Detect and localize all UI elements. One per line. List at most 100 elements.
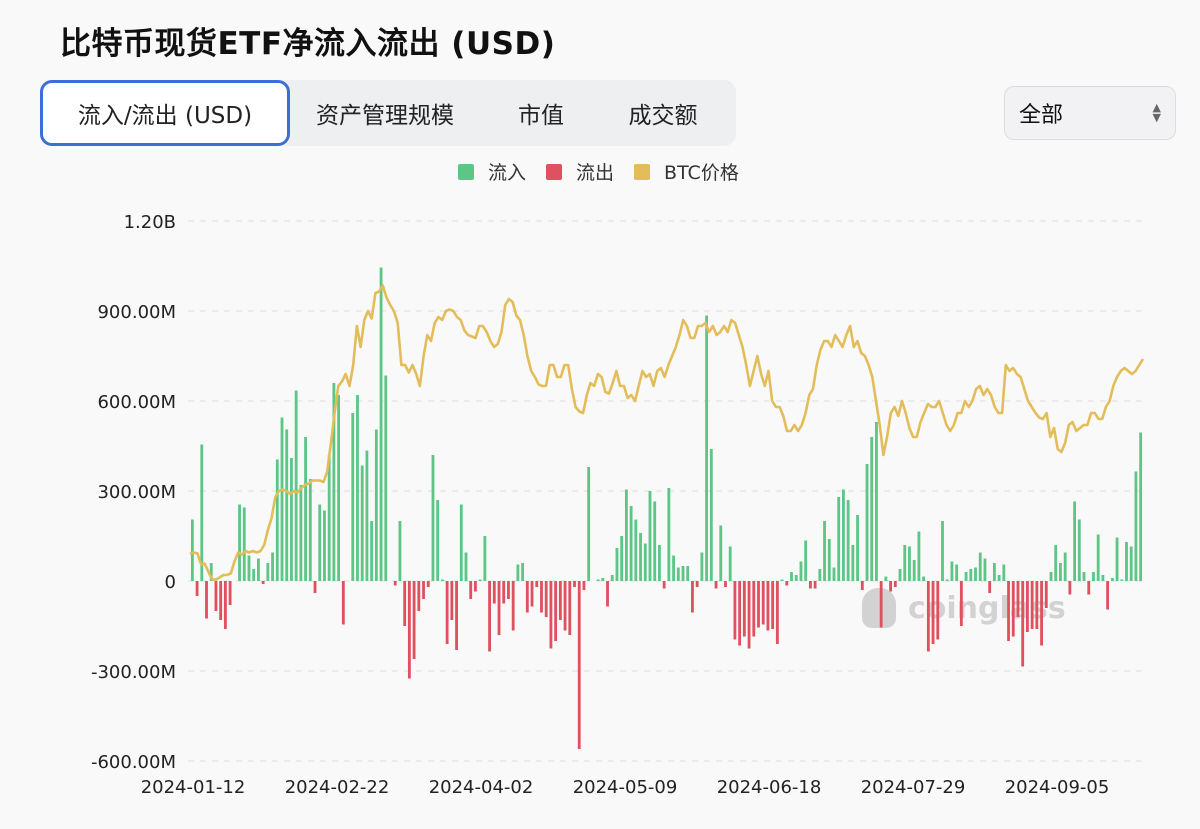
inflow-bar	[969, 569, 973, 581]
inflow-bar	[596, 579, 600, 581]
inflow-bar	[464, 552, 468, 581]
inflow-bar	[912, 560, 916, 581]
inflow-bar	[794, 575, 798, 581]
inflow-bar	[299, 485, 303, 581]
inflow-bar	[676, 567, 680, 581]
inflow-bar	[252, 569, 256, 581]
outflow-bar	[691, 581, 694, 613]
page-title: 比特币现货ETF净流入流出 (USD)	[60, 26, 556, 62]
inflow-bar	[941, 521, 944, 581]
outflow-bar	[228, 581, 232, 605]
tab-volume[interactable]: 成交额	[628, 103, 698, 129]
outflow-bar	[988, 581, 992, 593]
outflow-bar	[223, 581, 227, 629]
outflow-bar	[1068, 581, 1072, 595]
inflow-bar	[709, 449, 713, 581]
inflow-bar	[846, 500, 850, 581]
inflow-bar	[360, 465, 364, 581]
inflow-bar	[374, 429, 378, 581]
inflow-bar	[1115, 537, 1119, 581]
outflow-bar	[1025, 581, 1029, 632]
legend-swatch-outflow	[546, 163, 563, 180]
inflow-bar	[365, 450, 369, 581]
inflow-bar	[945, 579, 949, 581]
outflow-bar	[488, 581, 491, 652]
y-tick-label: -600.00M	[91, 752, 176, 773]
inflow-bar	[898, 569, 902, 581]
inflow-bar	[1101, 575, 1105, 581]
outflow-bar	[959, 581, 963, 626]
outflow-bar	[540, 581, 543, 613]
outflow-bar	[511, 581, 515, 631]
inflow-bar	[856, 515, 859, 581]
range-select-value: 全部	[1019, 103, 1064, 128]
outflow-bar	[738, 581, 742, 646]
inflow-bar	[294, 390, 298, 581]
tab-aum[interactable]: 资产管理规模	[316, 103, 454, 129]
outflow-bar	[205, 581, 208, 619]
inflow-bar	[827, 539, 831, 581]
outflow-bar	[422, 581, 425, 599]
legend-item-inflow[interactable]: 流入	[458, 158, 526, 185]
outflow-bar	[535, 581, 539, 587]
inflow-bar	[620, 536, 624, 581]
inflow-bar	[629, 506, 633, 581]
outflow-bar	[455, 581, 458, 650]
inflow-bar	[823, 521, 826, 581]
outflow-bar	[549, 581, 553, 649]
inflow-bar	[700, 552, 704, 581]
tab-inflow-outflow[interactable]: 流入/流出 (USD)	[40, 80, 290, 146]
inflow-bar	[832, 567, 836, 581]
range-select[interactable]: 全部 ▲ ▼	[1004, 86, 1176, 140]
outflow-bar	[525, 581, 529, 613]
inflow-bar	[978, 552, 982, 581]
inflow-bar	[271, 552, 274, 581]
legend-item-outflow[interactable]: 流出	[546, 158, 614, 185]
inflow-bar	[587, 467, 591, 581]
outflow-bar	[573, 581, 576, 587]
inflow-bar	[256, 558, 260, 581]
outflow-bar	[417, 581, 421, 611]
outflow-bar	[1087, 581, 1091, 595]
outflow-bar	[1007, 581, 1010, 641]
inflow-bar	[242, 507, 246, 581]
inflow-bar	[818, 569, 822, 581]
inflow-bar	[658, 545, 661, 581]
outflow-bar	[341, 581, 345, 625]
inflow-bar	[290, 458, 293, 581]
outflow-bar	[714, 581, 718, 589]
outflow-bar	[879, 581, 883, 628]
chevron-updown-icon: ▲ ▼	[1152, 101, 1161, 124]
inflow-bar	[384, 375, 388, 581]
inflow-bar	[275, 459, 279, 581]
outflow-bar	[889, 581, 893, 592]
inflow-bar	[601, 578, 605, 581]
inflow-bar	[478, 579, 482, 581]
chart-legend: 流入 流出 BTC价格	[458, 158, 759, 185]
x-tick-label: 2024-07-29	[861, 777, 966, 798]
inflow-bar	[379, 267, 383, 581]
inflow-bar	[884, 576, 888, 581]
outflow-bar	[261, 581, 265, 584]
outflow-bar	[936, 581, 940, 640]
x-tick-label: 2024-02-22	[285, 777, 390, 798]
legend-item-btc-price[interactable]: BTC价格	[634, 158, 739, 185]
inflow-bar	[804, 540, 808, 581]
inflow-bar	[209, 563, 213, 581]
outflow-bar	[492, 581, 496, 604]
outflow-bar	[393, 581, 397, 586]
inflow-bar	[865, 464, 869, 581]
inflow-bar	[610, 575, 614, 581]
inflow-bar	[974, 567, 977, 581]
inflow-bar	[351, 413, 355, 581]
tab-market-cap[interactable]: 市值	[518, 103, 564, 129]
outflow-bar	[1106, 581, 1110, 610]
outflow-bar	[214, 581, 218, 611]
outflow-bar	[563, 581, 567, 631]
outflow-bar	[1044, 581, 1048, 608]
y-tick-label: -300.00M	[91, 662, 176, 683]
inflow-bar	[634, 519, 638, 581]
inflow-bar	[1059, 563, 1062, 581]
inflow-bar	[917, 531, 921, 581]
outflow-bar	[219, 581, 223, 620]
